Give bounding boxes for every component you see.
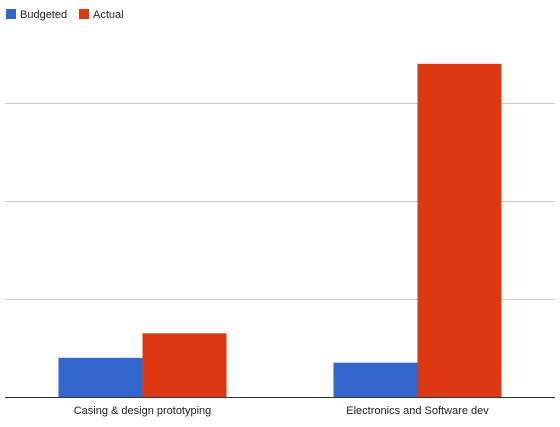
legend-swatch-budgeted <box>6 9 16 19</box>
legend: Budgeted Actual <box>6 9 124 21</box>
legend-swatch-actual <box>79 9 89 19</box>
x-tick-label: Casing & design prototyping <box>74 405 212 417</box>
x-tick-labels: Casing & design prototyping Electronics a… <box>74 405 490 417</box>
legend-label: Budgeted <box>20 9 67 21</box>
legend-label: Actual <box>93 9 124 21</box>
bar-budgeted-1 <box>333 362 418 397</box>
bar-actual-0 <box>142 333 227 397</box>
bar-actual-1 <box>417 63 502 398</box>
bars <box>58 63 502 398</box>
x-tick-label: Electronics and Software dev <box>346 405 489 417</box>
bar-budgeted-0 <box>58 357 143 397</box>
